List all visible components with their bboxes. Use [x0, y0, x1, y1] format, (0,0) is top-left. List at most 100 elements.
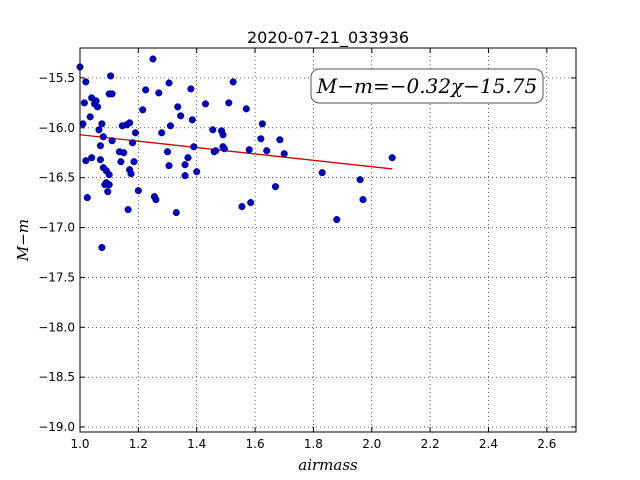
data-point — [220, 145, 228, 153]
x-tick-label: 1.6 — [246, 437, 265, 451]
data-point — [174, 103, 182, 111]
y-tick-label: −15.5 — [38, 71, 75, 85]
x-tick-label: 2.2 — [421, 437, 440, 451]
data-point — [181, 161, 189, 169]
data-point — [188, 116, 196, 124]
axis-ticks: 1.0 1.2 1.4 1.6 1.8 2.0 2.2 2.4 2.6 −15.5 −16.0 −16… — [38, 48, 576, 451]
data-point — [165, 79, 173, 87]
x-tick-label: 2.4 — [479, 437, 498, 451]
data-point — [158, 129, 166, 137]
data-point — [80, 99, 88, 107]
x-tick-label: 1.8 — [304, 437, 323, 451]
data-point — [177, 112, 185, 120]
data-point — [120, 149, 128, 157]
data-point — [99, 133, 107, 141]
data-point — [93, 103, 102, 111]
data-point — [128, 139, 137, 147]
data-point — [117, 158, 125, 166]
x-tick-label: 2.0 — [362, 437, 381, 451]
data-point — [209, 126, 217, 134]
data-point — [108, 90, 116, 98]
data-point — [96, 156, 104, 164]
data-point — [83, 194, 91, 202]
data-point — [149, 55, 157, 63]
y-tick-label: −16.5 — [38, 171, 75, 185]
annotation-box — [310, 68, 544, 104]
data-point — [238, 203, 246, 211]
data-point — [88, 154, 96, 162]
data-point — [166, 122, 174, 130]
data-point — [98, 120, 106, 128]
data-point — [134, 187, 142, 195]
data-point — [142, 86, 150, 94]
data-point — [187, 85, 195, 93]
data-point — [333, 216, 341, 224]
data-point — [245, 146, 253, 154]
data-point — [201, 100, 210, 108]
data-point — [184, 154, 192, 162]
x-tick-label: 1.4 — [187, 437, 206, 451]
data-point — [276, 136, 284, 144]
data-point — [163, 148, 172, 156]
y-tick-label: −18.5 — [38, 370, 75, 384]
data-point — [356, 176, 364, 184]
data-point — [165, 162, 173, 170]
data-point — [130, 158, 138, 166]
data-point — [96, 142, 104, 150]
y-tick-label: −18.0 — [38, 320, 75, 334]
x-tick-label: 1.0 — [70, 437, 89, 451]
data-point — [388, 154, 396, 162]
data-point — [280, 150, 288, 158]
data-point — [139, 106, 147, 114]
data-point — [82, 157, 90, 165]
x-axis-label: airmass — [298, 456, 358, 474]
data-point — [318, 169, 326, 177]
data-points — [76, 55, 396, 252]
chart-title: 2020-07-21_033936 — [247, 28, 409, 48]
data-point — [181, 172, 189, 180]
data-point — [131, 129, 139, 137]
data-point — [152, 196, 160, 204]
y-tick-label: −16.0 — [38, 121, 75, 135]
data-point — [219, 131, 227, 139]
data-point — [86, 113, 94, 121]
data-point — [359, 196, 367, 204]
data-point — [257, 135, 265, 143]
plot-frame — [79, 47, 577, 433]
x-tick-label: 2.6 — [537, 437, 556, 451]
data-point — [155, 89, 163, 97]
data-point — [193, 168, 201, 176]
data-point — [229, 78, 237, 86]
data-point — [263, 147, 271, 155]
data-point — [108, 137, 116, 145]
data-point — [271, 183, 280, 191]
annotation-text: M−m=−0.32χ−15.75 — [316, 74, 537, 98]
data-point — [247, 199, 255, 207]
data-point — [92, 97, 100, 105]
data-point — [126, 119, 134, 127]
data-point — [82, 78, 90, 86]
y-tick-label: −17.5 — [38, 270, 75, 284]
data-point — [79, 120, 87, 128]
data-point — [225, 99, 233, 107]
data-point — [242, 105, 250, 113]
grid-lines — [79, 48, 576, 432]
y-tick-label: −19.0 — [38, 420, 75, 434]
data-point — [95, 126, 103, 134]
fit-annotation: M−m=−0.32χ−15.75 — [310, 68, 544, 104]
data-point — [105, 171, 113, 179]
data-point — [190, 143, 198, 151]
x-tick-label: 1.2 — [129, 437, 148, 451]
data-point — [104, 188, 112, 196]
data-point — [212, 147, 220, 155]
data-point — [172, 209, 180, 217]
data-point — [258, 120, 266, 128]
y-axis-label: M−m — [14, 219, 32, 262]
data-point — [107, 72, 115, 80]
data-point — [124, 206, 132, 214]
data-point — [105, 181, 113, 189]
data-point — [98, 243, 106, 252]
data-point — [127, 170, 135, 178]
y-tick-label: −17.0 — [38, 221, 75, 235]
